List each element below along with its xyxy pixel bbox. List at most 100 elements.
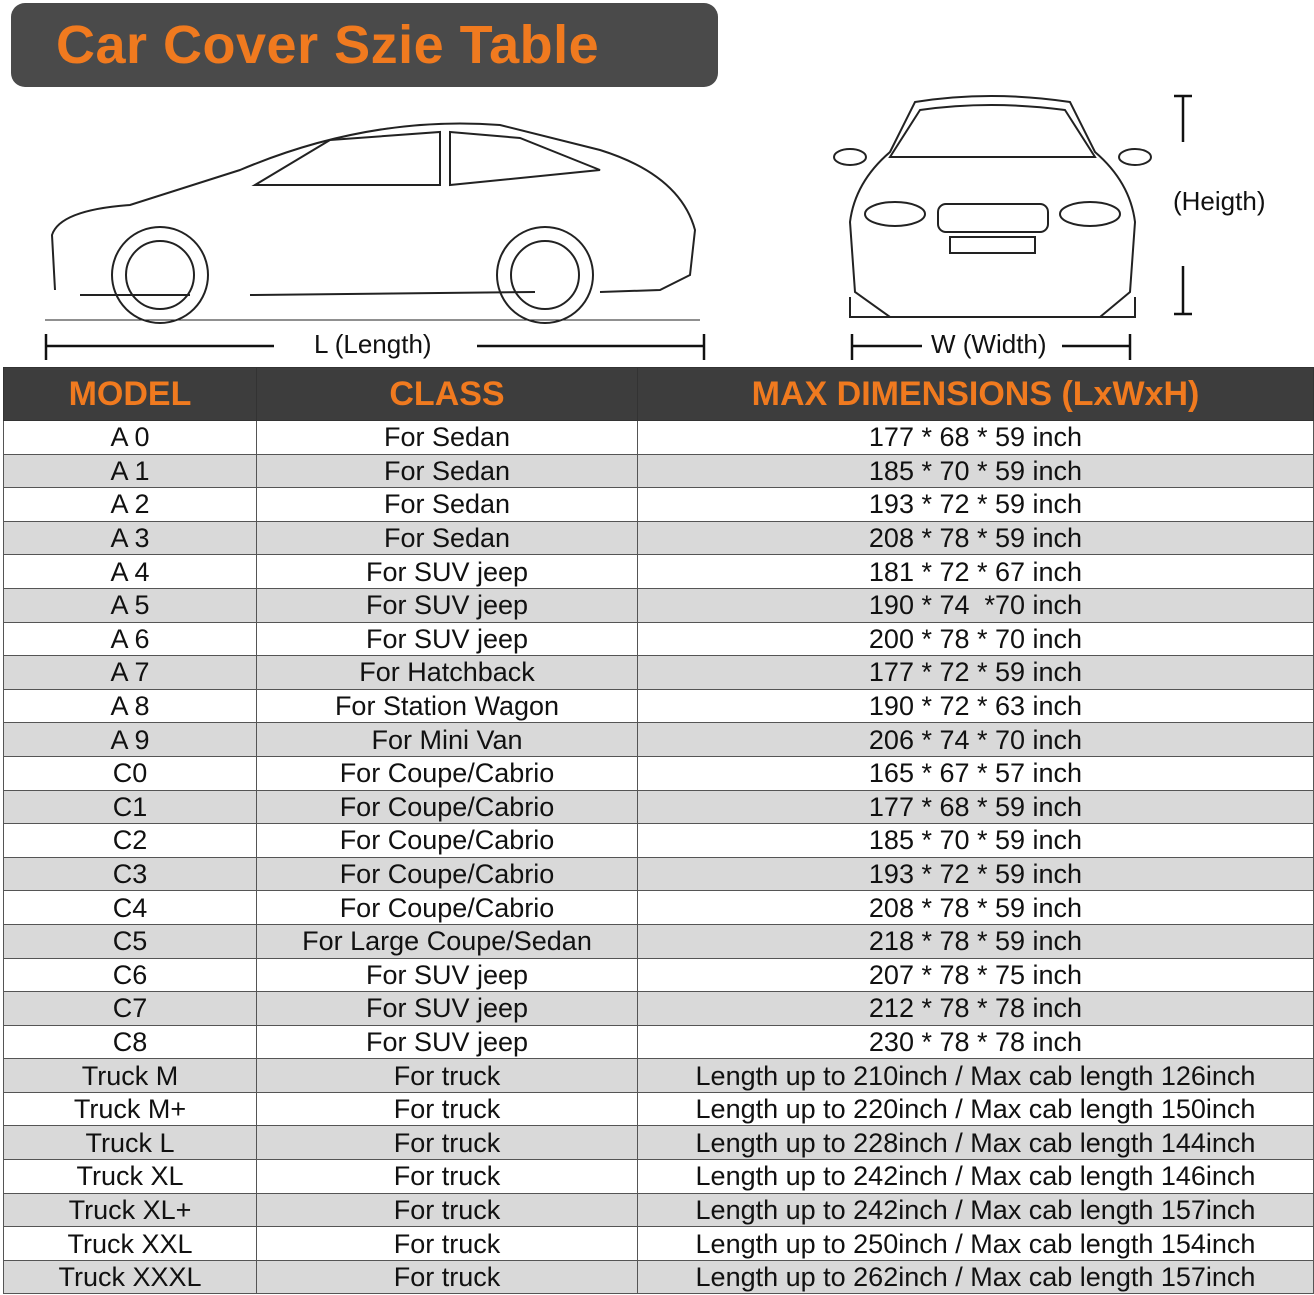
table-row: A 1 For Sedan 185 * 70 * 59 inch — [3, 453, 1314, 489]
length-dimension-line — [44, 334, 706, 360]
model-cell: C0 — [3, 755, 257, 791]
class-cell: For truck — [256, 1259, 638, 1295]
table-row: A 2 For Sedan 193 * 72 * 59 inch — [3, 487, 1314, 522]
model-cell: A 0 — [3, 420, 257, 455]
dimensions-cell: 207 * 78 * 75 inch — [637, 957, 1314, 993]
height-label: (Heigth) — [1173, 186, 1266, 216]
dimensions-cell: 181 * 72 * 67 inch — [637, 554, 1314, 589]
model-cell: Truck M — [3, 1058, 257, 1093]
model-cell: A 2 — [3, 487, 257, 522]
class-cell: For Sedan — [256, 487, 638, 522]
class-cell: For Station Wagon — [256, 688, 638, 724]
dimensions-cell: 165 * 67 * 57 inch — [637, 755, 1314, 791]
dimensions-cell: Length up to 250inch / Max cab length 15… — [637, 1226, 1314, 1261]
dimensions-cell: 230 * 78 * 78 inch — [637, 1024, 1314, 1060]
car-side-view-illustration — [45, 122, 700, 324]
width-dimension-line — [850, 334, 1132, 360]
model-cell: A 6 — [3, 621, 257, 657]
table-row: Truck L For truck Length up to 228inch / M… — [3, 1125, 1314, 1161]
model-cell: A 8 — [3, 688, 257, 724]
class-cell: For truck — [256, 1192, 638, 1228]
dimensions-cell: 208 * 78 * 59 inch — [637, 520, 1314, 556]
class-cell: For SUV jeep — [256, 621, 638, 657]
title-banner — [11, 3, 718, 87]
model-cell: A 7 — [3, 655, 257, 690]
class-cell: For Coupe/Cabrio — [256, 823, 638, 858]
dimensions-cell: 185 * 70 * 59 inch — [637, 823, 1314, 858]
dimensions-cell: 185 * 70 * 59 inch — [637, 453, 1314, 489]
dimensions-cell: Length up to 262inch / Max cab length 15… — [637, 1259, 1314, 1295]
class-cell: For SUV jeep — [256, 554, 638, 589]
length-label: L (Length) — [314, 329, 432, 359]
dimensions-cell: 206 * 74 * 70 inch — [637, 722, 1314, 757]
table-row: A 6 For SUV jeep 200 * 78 * 70 inch — [3, 621, 1314, 657]
model-cell: C5 — [3, 923, 257, 959]
class-cell: For SUV jeep — [256, 957, 638, 993]
table-header-row: MODEL CLASS MAX DIMENSIONS (LxWxH) — [3, 367, 1314, 421]
model-cell: Truck M+ — [3, 1091, 257, 1127]
dimensions-cell: 200 * 78 * 70 inch — [637, 621, 1314, 657]
class-cell: For truck — [256, 1125, 638, 1161]
class-cell: For SUV jeep — [256, 991, 638, 1026]
table-row: A 5 For SUV jeep 190 * 74 *70 inch — [3, 587, 1314, 623]
table-row: Truck M+ For truck Length up to 220inch / … — [3, 1091, 1314, 1127]
table-row: A 8 For Station Wagon 190 * 72 * 63 inch — [3, 688, 1314, 724]
model-cell: C2 — [3, 823, 257, 858]
model-cell: Truck XXXL — [3, 1259, 257, 1295]
dimensions-cell: 208 * 78 * 59 inch — [637, 890, 1314, 925]
table-row: C5 For Large Coupe/Sedan 218 * 78 * 59 inc… — [3, 923, 1314, 959]
header-model: MODEL — [3, 367, 257, 421]
model-cell: A 3 — [3, 520, 257, 556]
car-front-view-illustration — [833, 95, 1152, 318]
model-cell: C1 — [3, 789, 257, 825]
dimensions-cell: 190 * 72 * 63 inch — [637, 688, 1314, 724]
table-row: A 3 For Sedan 208 * 78 * 59 inch — [3, 520, 1314, 556]
model-cell: Truck XL+ — [3, 1192, 257, 1228]
model-cell: A 9 — [3, 722, 257, 757]
class-cell: For Sedan — [256, 453, 638, 489]
class-cell: For truck — [256, 1226, 638, 1261]
table-row: Truck XXXL For truck Length up to 262inch … — [3, 1259, 1314, 1295]
table-row: Truck XXL For truck Length up to 250inch /… — [3, 1226, 1314, 1261]
class-cell: For Coupe/Cabrio — [256, 789, 638, 825]
table-row: C4 For Coupe/Cabrio 208 * 78 * 59 inch — [3, 890, 1314, 925]
table-row: C6 For SUV jeep 207 * 78 * 75 inch — [3, 957, 1314, 993]
class-cell: For Coupe/Cabrio — [256, 755, 638, 791]
class-cell: For Sedan — [256, 420, 638, 455]
model-cell: C8 — [3, 1024, 257, 1060]
model-cell: C7 — [3, 991, 257, 1026]
table-row: Truck XL+ For truck Length up to 242inch /… — [3, 1192, 1314, 1228]
table-row: Truck XL For truck Length up to 242inch / … — [3, 1159, 1314, 1194]
class-cell: For SUV jeep — [256, 1024, 638, 1060]
dimensions-cell: Length up to 210inch / Max cab length 12… — [637, 1058, 1314, 1093]
dimensions-cell: 193 * 72 * 59 inch — [637, 856, 1314, 892]
table-row: C8 For SUV jeep 230 * 78 * 78 inch — [3, 1024, 1314, 1060]
table-row: C0 For Coupe/Cabrio 165 * 67 * 57 inch — [3, 755, 1314, 791]
class-cell: For Mini Van — [256, 722, 638, 757]
dimensions-cell: 177 * 68 * 59 inch — [637, 789, 1314, 825]
dimensions-cell: Length up to 228inch / Max cab length 14… — [637, 1125, 1314, 1161]
model-cell: C3 — [3, 856, 257, 892]
table-row: C7 For SUV jeep 212 * 78 * 78 inch — [3, 991, 1314, 1026]
class-cell: For Hatchback — [256, 655, 638, 690]
model-cell: C4 — [3, 890, 257, 925]
table-row: A 4 For SUV jeep 181 * 72 * 67 inch — [3, 554, 1314, 589]
class-cell: For Coupe/Cabrio — [256, 856, 638, 892]
dimensions-cell: Length up to 242inch / Max cab length 14… — [637, 1159, 1314, 1194]
table-row: C1 For Coupe/Cabrio 177 * 68 * 59 inch — [3, 789, 1314, 825]
class-cell: For truck — [256, 1058, 638, 1093]
page-title: Car Cover Szie Table — [56, 15, 600, 75]
dimensions-cell: 177 * 68 * 59 inch — [637, 420, 1314, 455]
class-cell: For Sedan — [256, 520, 638, 556]
table-row: C3 For Coupe/Cabrio 193 * 72 * 59 inch — [3, 856, 1314, 892]
class-cell: For truck — [256, 1091, 638, 1127]
dimensions-cell: 190 * 74 *70 inch — [637, 587, 1314, 623]
model-cell: A 1 — [3, 453, 257, 489]
class-cell: For Coupe/Cabrio — [256, 890, 638, 925]
table-row: A 0 For Sedan 177 * 68 * 59 inch — [3, 420, 1314, 455]
dimensions-cell: 193 * 72 * 59 inch — [637, 487, 1314, 522]
height-dimension-line — [1174, 94, 1192, 316]
model-cell: C6 — [3, 957, 257, 993]
header-dimensions: MAX DIMENSIONS (LxWxH) — [637, 367, 1314, 421]
class-cell: For truck — [256, 1159, 638, 1194]
